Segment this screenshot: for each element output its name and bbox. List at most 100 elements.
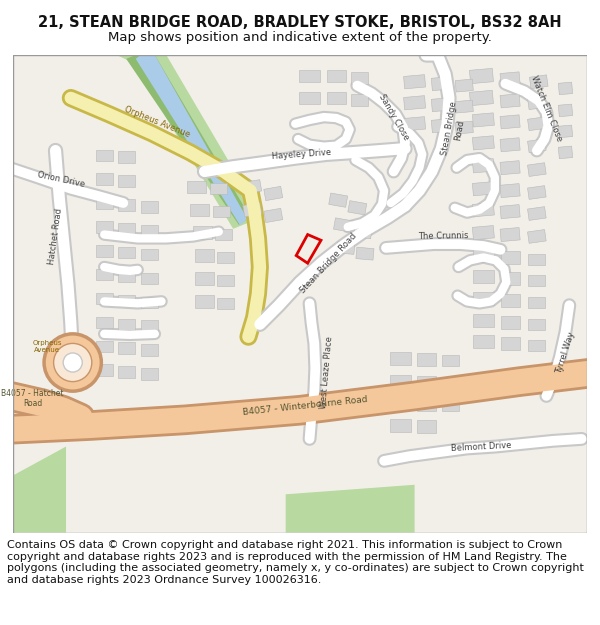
Bar	[327, 92, 346, 104]
Bar	[500, 294, 520, 307]
Bar	[118, 176, 135, 187]
Text: B4057 - Hatchet
Road: B4057 - Hatchet Road	[1, 389, 64, 409]
Bar	[527, 229, 546, 243]
Bar	[472, 182, 494, 196]
Circle shape	[53, 343, 92, 382]
Bar	[500, 115, 520, 129]
Bar	[431, 77, 451, 91]
Bar	[348, 201, 367, 215]
Text: Contains OS data © Crown copyright and database right 2021. This information is : Contains OS data © Crown copyright and d…	[7, 540, 584, 585]
Bar	[390, 376, 411, 388]
Bar	[118, 366, 135, 378]
Text: Orion Drive: Orion Drive	[37, 170, 86, 189]
Bar	[299, 70, 320, 82]
Bar	[442, 400, 460, 411]
Text: 21, STEAN BRIDGE ROAD, BRADLEY STOKE, BRISTOL, BS32 8AH: 21, STEAN BRIDGE ROAD, BRADLEY STOKE, BR…	[38, 15, 562, 30]
Bar	[95, 221, 113, 232]
Bar	[500, 184, 520, 198]
Bar	[95, 317, 113, 328]
Bar	[118, 199, 135, 211]
Bar	[337, 241, 355, 254]
Bar	[187, 181, 206, 193]
Bar	[528, 297, 545, 308]
Text: West Leaze Place: West Leaze Place	[319, 336, 334, 409]
Bar	[416, 353, 436, 366]
Bar	[118, 342, 135, 354]
Bar	[213, 206, 230, 217]
Text: The Crunnis: The Crunnis	[418, 231, 469, 241]
Bar	[559, 82, 572, 95]
Polygon shape	[13, 446, 66, 532]
Bar	[118, 295, 135, 306]
Bar	[472, 226, 494, 240]
Bar	[350, 72, 368, 84]
Bar	[469, 91, 493, 106]
Bar	[95, 173, 113, 185]
Bar	[528, 339, 545, 351]
Bar	[95, 292, 113, 304]
Bar	[329, 193, 347, 208]
Bar	[243, 202, 262, 217]
Bar	[431, 98, 451, 112]
Bar	[217, 298, 234, 309]
Bar	[404, 117, 425, 131]
Text: Stean Bridge
Road: Stean Bridge Road	[440, 101, 469, 158]
Bar	[529, 75, 548, 89]
Bar	[140, 368, 158, 380]
Bar	[140, 344, 158, 356]
Bar	[527, 207, 546, 221]
Bar	[210, 183, 227, 194]
Text: Map shows position and indicative extent of the property.: Map shows position and indicative extent…	[108, 31, 492, 44]
Bar	[390, 352, 411, 365]
Bar	[353, 224, 373, 239]
Polygon shape	[116, 55, 262, 229]
Bar	[140, 297, 158, 308]
Text: Tyrrel Way: Tyrrel Way	[554, 331, 577, 375]
Bar	[140, 272, 158, 284]
Bar	[473, 271, 494, 282]
Bar	[500, 228, 520, 241]
Bar	[473, 314, 494, 327]
Bar	[431, 119, 451, 132]
Circle shape	[44, 334, 101, 391]
Bar	[442, 355, 460, 366]
Bar	[390, 398, 411, 410]
Bar	[95, 198, 113, 209]
Bar	[195, 295, 214, 308]
Bar	[327, 70, 346, 82]
Bar	[118, 247, 135, 258]
Bar	[455, 100, 473, 113]
Bar	[500, 272, 520, 284]
Bar	[243, 179, 262, 194]
Bar	[118, 151, 135, 163]
Bar	[404, 74, 425, 89]
Bar	[195, 249, 214, 262]
Bar	[95, 364, 113, 376]
Bar	[356, 247, 374, 260]
Bar	[95, 245, 113, 256]
Bar	[500, 161, 520, 175]
Bar	[500, 72, 520, 86]
Bar	[527, 117, 546, 131]
Bar	[334, 218, 352, 232]
Bar	[416, 420, 436, 432]
Bar	[469, 68, 493, 84]
Bar	[527, 186, 546, 199]
Bar	[500, 204, 520, 219]
Bar	[500, 338, 520, 349]
Bar	[195, 272, 214, 284]
Bar	[390, 419, 411, 432]
Bar	[528, 274, 545, 286]
Bar	[500, 94, 520, 108]
Bar	[215, 229, 232, 240]
Bar	[118, 271, 135, 282]
Bar	[559, 104, 572, 117]
Text: Orpheus
Avenue: Orpheus Avenue	[32, 340, 62, 352]
Bar	[118, 223, 135, 234]
Bar	[350, 94, 368, 106]
Bar	[190, 204, 209, 216]
Bar	[559, 125, 572, 138]
Bar	[500, 138, 520, 152]
Bar	[472, 136, 494, 150]
Bar	[118, 319, 135, 330]
